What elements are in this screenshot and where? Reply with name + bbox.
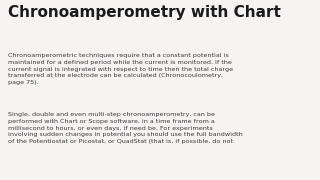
Text: Chronoamperometric techniques require that a constant potential is
maintained fo: Chronoamperometric techniques require th… [8,53,233,85]
Text: Single, double and even multi-step chronoamperometry, can be
performed with Char: Single, double and even multi-step chron… [8,112,243,144]
Text: Chronoamperometry with Chart: Chronoamperometry with Chart [8,5,281,20]
